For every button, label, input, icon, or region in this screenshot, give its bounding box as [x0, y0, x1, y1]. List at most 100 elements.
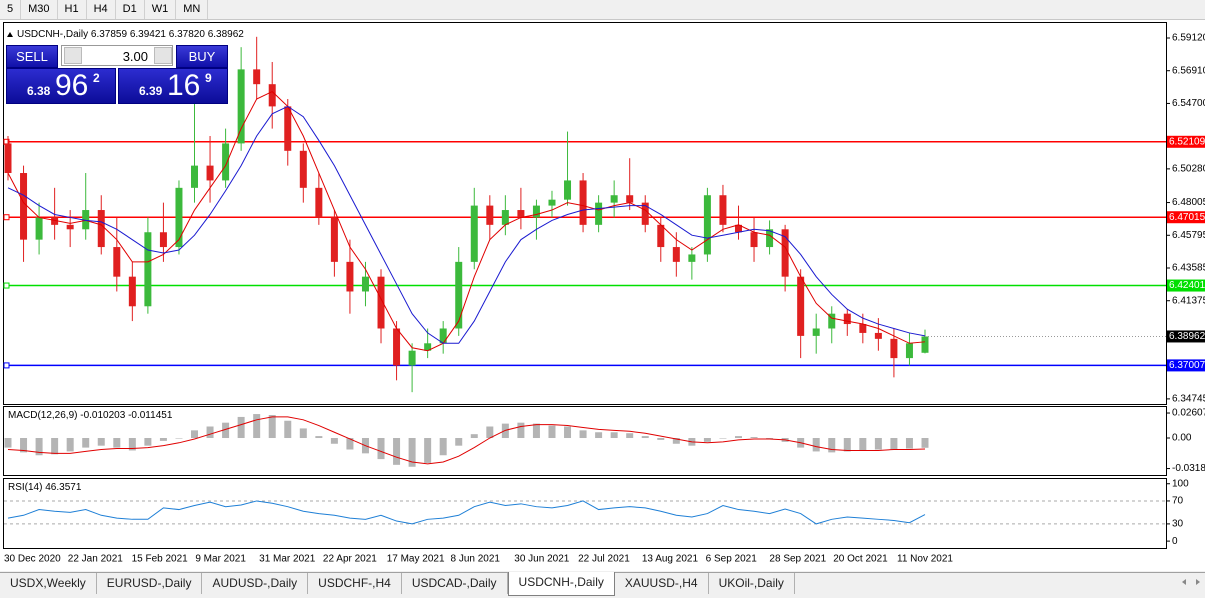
collapse-icon[interactable]: [7, 32, 13, 37]
candle-body: [843, 313, 851, 325]
macd-bar: [579, 430, 587, 439]
chart-background: [0, 20, 1205, 571]
chart-tab[interactable]: USDCAD-,Daily: [402, 573, 508, 594]
moving-average: [7, 90, 926, 352]
level-handle: [3, 282, 10, 289]
candle-body: [253, 69, 261, 85]
y-tick-label: 0.00: [1172, 433, 1192, 444]
macd-bar: [828, 438, 836, 453]
candle-body: [719, 195, 727, 225]
candle-body: [641, 202, 649, 225]
chart-tab[interactable]: USDCHF-,H4: [308, 573, 402, 594]
y-tick-label: 6.54700: [1172, 98, 1205, 109]
macd-bar: [268, 415, 276, 439]
candle-body: [828, 313, 836, 329]
bid-point: 2: [93, 71, 100, 85]
candle-body: [82, 210, 90, 230]
candle-body: [579, 180, 587, 225]
macd-bar: [657, 438, 665, 440]
x-tick-label: 17 May 2021: [387, 554, 445, 565]
lot-input[interactable]: 3.00: [61, 45, 173, 66]
timeframe-button[interactable]: D1: [116, 0, 145, 19]
candle-body: [377, 276, 385, 329]
macd-bar: [672, 438, 680, 444]
candle-body: [657, 224, 665, 248]
lot-decrease[interactable]: [64, 47, 82, 64]
macd-bar: [408, 438, 416, 467]
low: 6.37820: [169, 29, 206, 40]
candle-body: [517, 210, 525, 218]
macd-header: MACD(12,26,9) -0.010203 -0.011451: [8, 410, 173, 421]
timeframe-button[interactable]: H1: [58, 0, 87, 19]
chart-tab[interactable]: AUDUSD-,Daily: [202, 573, 309, 594]
lot-increase[interactable]: [154, 47, 172, 64]
macd-bar: [159, 438, 167, 441]
candle-body: [315, 187, 323, 218]
timeframe-button[interactable]: H4: [87, 0, 116, 19]
macd-bar: [346, 438, 354, 450]
y-tick-label: 0.02607: [1172, 408, 1205, 419]
chart-tabs: USDX,Weekly EURUSD-,Daily AUDUSD-,Daily USD…: [0, 572, 1205, 596]
rsi-panel-frame: [3, 478, 1167, 549]
macd-bar: [719, 438, 727, 439]
macd-label: MACD(12,26,9): [8, 410, 77, 421]
chart-tab[interactable]: USDCNH-,Daily: [507, 572, 615, 596]
timeframe-button[interactable]: MN: [176, 0, 209, 19]
y-tick-label: 6.34745: [1172, 394, 1205, 405]
macd-bar: [20, 438, 28, 453]
chart-tab[interactable]: XAUUSD-,H4: [615, 573, 709, 594]
macd-bar: [377, 438, 385, 460]
tab-scroll-right[interactable]: [1196, 579, 1200, 585]
macd-bar: [222, 422, 230, 439]
candle-body: [688, 254, 696, 262]
x-tick-label: 22 Apr 2021: [323, 554, 377, 565]
macd-signal: [7, 416, 926, 465]
sell-button[interactable]: SELL: [6, 45, 58, 68]
candle-body: [128, 276, 136, 307]
level-label-box: [1167, 359, 1205, 372]
y-tick-label: 100: [1172, 478, 1189, 489]
candle-body: [501, 210, 509, 225]
candle-body: [455, 261, 463, 329]
timeframe-button[interactable]: 5: [0, 0, 22, 19]
x-tick-label: 22 Jan 2021: [68, 554, 123, 565]
buy-button[interactable]: BUY: [176, 45, 228, 68]
level-label: 6.37007: [1169, 360, 1205, 371]
candle-body: [672, 247, 680, 262]
candle-body: [874, 332, 882, 339]
ask-quote[interactable]: 6.39 16 9: [118, 68, 228, 104]
candle-body: [921, 336, 929, 353]
candle-body: [781, 229, 789, 277]
macd-bar: [237, 416, 245, 439]
macd-bar: [703, 438, 711, 442]
macd-bar: [393, 438, 401, 465]
candle-body: [268, 84, 276, 107]
timeframe-button[interactable]: W1: [145, 0, 177, 19]
macd-bar: [470, 434, 478, 439]
timeframe-button[interactable]: M30: [21, 0, 58, 19]
candle-body: [424, 343, 432, 351]
candle-body: [905, 343, 913, 359]
chart-tab[interactable]: EURUSD-,Daily: [97, 573, 203, 594]
candle-body: [330, 217, 338, 262]
macd-bar: [859, 438, 867, 451]
candle-body: [408, 350, 416, 366]
candle-body: [175, 187, 183, 248]
symbol: USDCNH-,Daily: [17, 29, 88, 40]
chart-tab[interactable]: USDX,Weekly: [0, 573, 97, 594]
y-tick-label: 0: [1172, 536, 1178, 547]
macd-bar: [812, 438, 820, 452]
candle-body: [4, 143, 12, 174]
macd-bar: [253, 414, 261, 439]
candle-body: [97, 210, 105, 248]
tab-scroll-left[interactable]: [1182, 579, 1186, 585]
chart-tab[interactable]: UKOil-,Daily: [709, 573, 795, 594]
bid-quote[interactable]: 6.38 96 2: [6, 68, 116, 104]
candle-body: [113, 247, 121, 277]
level-label: 6.52109: [1169, 136, 1205, 147]
price-panel-frame: [3, 22, 1167, 405]
macd-bar: [51, 438, 59, 455]
candle-body: [532, 205, 540, 218]
candle-body: [750, 232, 758, 248]
